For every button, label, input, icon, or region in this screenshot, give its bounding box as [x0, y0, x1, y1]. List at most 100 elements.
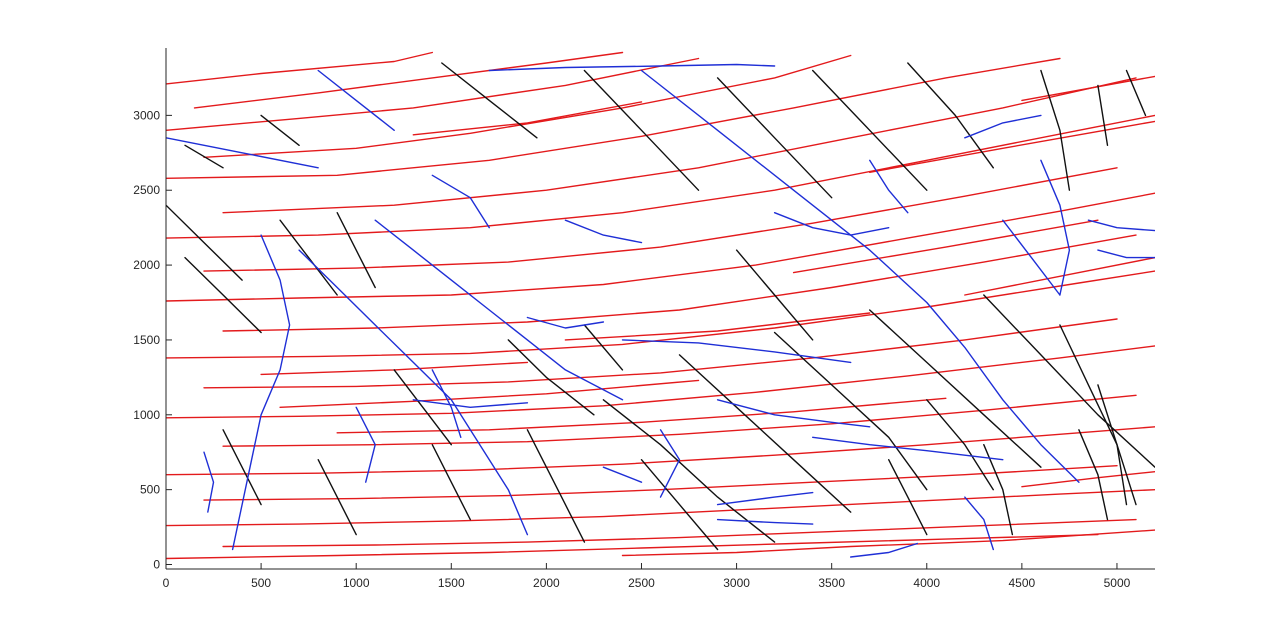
black-line-29 [260, 114, 300, 147]
black-line-13 [773, 331, 928, 491]
black-line-15 [983, 294, 1155, 468]
black-line-14 [869, 309, 1042, 468]
axes: 0 500 1000 1500 2000 2500 3000 3500 4000 4500 5000… [133, 48, 1155, 590]
x-tick-label: 1000 [343, 576, 370, 590]
black-line-24 [336, 211, 376, 289]
x-tick-label: 4500 [1009, 576, 1036, 590]
red-line-1 [193, 51, 624, 109]
black-line-16 [1059, 324, 1137, 506]
black-line-0 [441, 62, 538, 139]
black-line-6 [1097, 84, 1109, 147]
blue-line-12 [964, 114, 1042, 139]
black-line-20 [526, 429, 586, 543]
blue-line-23 [355, 406, 376, 483]
black-line-3 [812, 69, 928, 191]
red-line-16 [166, 489, 1155, 527]
blue-line-3 [374, 219, 624, 401]
black-line-26 [279, 219, 338, 296]
x-tick-label: 2000 [533, 576, 560, 590]
series-red [166, 51, 1155, 560]
blue-line-20 [716, 491, 814, 506]
red-line-4 [166, 57, 1061, 180]
y-tick-label: 1000 [133, 408, 160, 422]
x-tick-label: 4000 [913, 576, 940, 590]
black-line-21 [640, 459, 719, 551]
blue-line-27 [659, 429, 681, 498]
black-line-10 [507, 339, 595, 416]
red-line-11 [203, 318, 1118, 389]
black-line-22 [888, 459, 928, 536]
black-line-32 [583, 324, 624, 371]
red-line-19 [621, 529, 1155, 557]
blue-line-25 [431, 369, 462, 438]
red-line-5 [222, 77, 1137, 214]
black-line-7 [1125, 69, 1147, 117]
red-line-20 [279, 379, 700, 408]
blue-line-10 [640, 69, 1080, 483]
red-line-15 [203, 465, 1118, 501]
red-line-9 [222, 234, 1137, 332]
blue-line-11 [1002, 219, 1061, 296]
blue-line-13 [1040, 159, 1071, 296]
y-tick-label: 500 [140, 483, 160, 497]
red-line-3 [203, 54, 852, 159]
red-line-22 [792, 219, 1099, 274]
black-line-28 [184, 144, 224, 169]
x-tick-label: 1500 [438, 576, 465, 590]
blue-line-28 [964, 496, 994, 551]
black-line-4 [907, 62, 994, 169]
y-tick-label: 3000 [133, 108, 160, 122]
blue-line-19 [602, 466, 643, 483]
black-line-11 [602, 399, 776, 543]
red-line-14 [166, 426, 1155, 476]
blue-line-26 [869, 159, 909, 214]
y-tick-label: 1500 [133, 333, 160, 347]
red-line-8 [166, 192, 1155, 302]
blue-line-17 [564, 219, 643, 244]
black-line-12 [678, 354, 852, 513]
black-line-2 [716, 77, 833, 199]
red-line-7 [203, 167, 1118, 272]
black-line-27 [926, 399, 994, 491]
blue-line-16 [773, 211, 890, 236]
series-blue [166, 63, 1155, 558]
red-line-29 [564, 312, 871, 341]
x-tick-label: 5000 [1104, 576, 1131, 590]
red-line-0 [166, 51, 433, 85]
x-tick-label: 2500 [628, 576, 655, 590]
black-line-18 [222, 429, 262, 506]
black-line-25 [393, 369, 452, 446]
black-line-19 [431, 444, 471, 521]
blue-line-18 [412, 399, 529, 408]
black-line-17 [1097, 384, 1128, 506]
red-line-26 [336, 397, 947, 434]
blue-line-5 [231, 234, 291, 551]
black-line-33 [317, 459, 357, 536]
blue-line-7 [621, 339, 852, 364]
black-line-5 [1040, 69, 1071, 191]
blue-line-24 [203, 451, 215, 513]
red-line-24 [1021, 75, 1155, 102]
blue-line-14 [1087, 219, 1155, 232]
series-black [166, 62, 1155, 551]
black-line-30 [735, 249, 814, 341]
x-tick-label: 3000 [723, 576, 750, 590]
y-tick-label: 2000 [133, 258, 160, 272]
y-tick-label: 0 [153, 558, 160, 572]
blue-line-9 [812, 436, 1004, 461]
blue-line-29 [431, 174, 490, 229]
red-line-23 [869, 120, 1155, 174]
blue-line-15 [1097, 249, 1155, 259]
red-line-18 [166, 533, 1099, 560]
y-tick-label: 2500 [133, 183, 160, 197]
x-tick-label: 0 [163, 576, 170, 590]
blue-line-2 [166, 137, 319, 169]
blue-line-22 [850, 542, 918, 558]
black-line-1 [583, 69, 700, 191]
black-line-31 [1078, 429, 1109, 521]
black-line-9 [184, 256, 262, 334]
x-tick-label: 3500 [818, 576, 845, 590]
